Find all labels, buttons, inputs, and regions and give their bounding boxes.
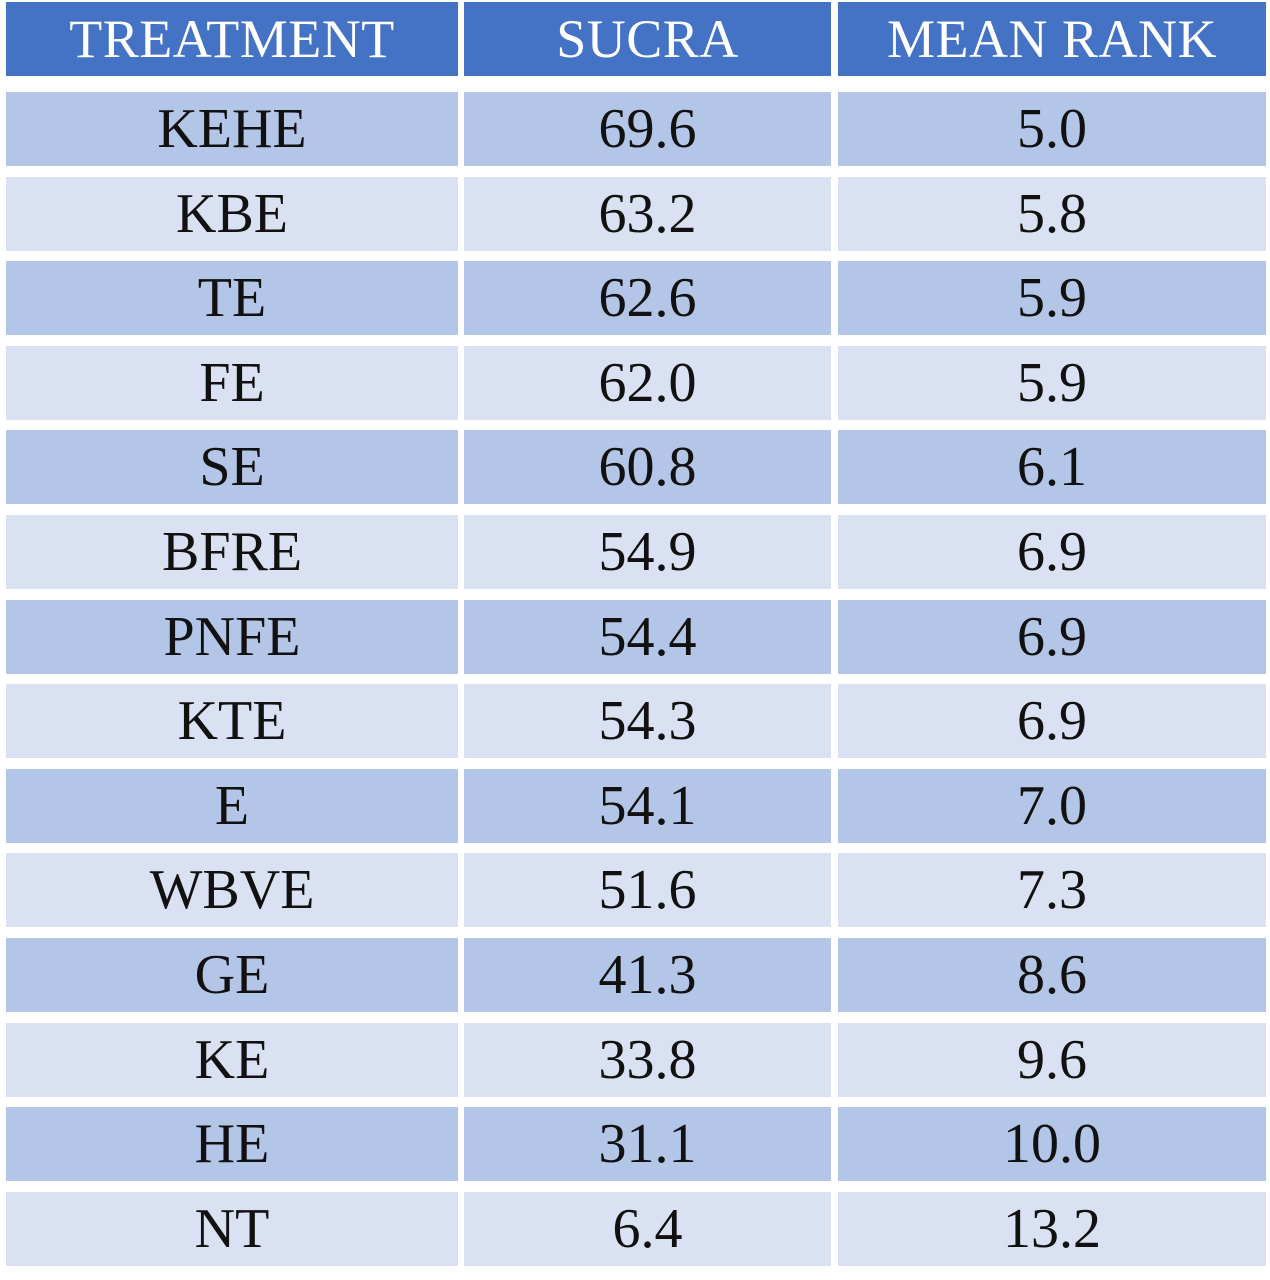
cell-mean-rank: 6.9 [838,600,1266,674]
cell-treatment-text: HE [194,1113,270,1175]
cell-sucra-text: 62.0 [598,352,697,414]
cell-treatment-text: TE [197,267,267,329]
cell-treatment-text: PNFE [163,606,301,668]
header-sucra-text: SUCRA [556,9,739,69]
cell-sucra-text: 54.3 [598,690,697,752]
cell-treatment: KBE [6,177,458,251]
cell-treatment: KTE [6,684,458,758]
cell-sucra: 54.1 [464,769,831,843]
cell-sucra: 60.8 [464,430,831,504]
cell-mean-rank: 7.3 [838,853,1266,927]
cell-mean-rank-text: 5.9 [1017,352,1087,414]
cell-sucra: 69.6 [464,92,831,166]
header-mean-rank: MEAN RANK [838,2,1266,76]
cell-treatment-text: E [214,775,250,837]
cell-mean-rank-text: 10.0 [1003,1113,1101,1175]
cell-sucra-text: 51.6 [598,859,697,921]
cell-mean-rank: 5.0 [838,92,1266,166]
cell-mean-rank-text: 6.9 [1017,521,1087,583]
cell-sucra-text: 69.6 [598,98,697,160]
cell-mean-rank: 8.6 [838,938,1266,1012]
cell-treatment: SE [6,430,458,504]
cell-treatment: PNFE [6,600,458,674]
cell-treatment: HE [6,1107,458,1181]
cell-sucra-text: 62.6 [598,267,697,329]
cell-sucra-text: 33.8 [598,1029,697,1091]
cell-sucra: 6.4 [464,1192,831,1266]
cell-mean-rank: 6.9 [838,515,1266,589]
cell-treatment-text: SE [199,436,265,498]
cell-treatment: FE [6,346,458,420]
cell-mean-rank: 5.9 [838,346,1266,420]
cell-treatment-text: KEHE [157,98,307,160]
cell-treatment-text: GE [194,944,270,1006]
header-treatment: TREATMENT [6,2,458,76]
cell-treatment: NT [6,1192,458,1266]
cell-mean-rank-text: 6.1 [1017,436,1087,498]
cell-treatment-text: WBVE [149,859,315,921]
header-sucra: SUCRA [464,2,831,76]
cell-sucra: 62.6 [464,261,831,335]
cell-treatment: TE [6,261,458,335]
cell-treatment: E [6,769,458,843]
cell-sucra-text: 54.9 [598,521,697,583]
cell-treatment-text: KBE [176,183,288,245]
cell-sucra: 41.3 [464,938,831,1012]
cell-mean-rank-text: 7.3 [1017,859,1087,921]
cell-mean-rank: 7.0 [838,769,1266,843]
cell-treatment-text: KE [194,1029,270,1091]
cell-sucra-text: 54.1 [598,775,697,837]
cell-mean-rank-text: 8.6 [1017,944,1087,1006]
cell-mean-rank: 6.1 [838,430,1266,504]
cell-treatment: KEHE [6,92,458,166]
cell-sucra: 54.3 [464,684,831,758]
cell-treatment: WBVE [6,853,458,927]
cell-sucra-text: 54.4 [598,606,697,668]
cell-treatment-text: KTE [177,690,287,752]
cell-mean-rank-text: 7.0 [1017,775,1087,837]
header-mean-rank-text: MEAN RANK [886,9,1217,69]
cell-mean-rank-text: 13.2 [1003,1198,1101,1260]
cell-sucra: 33.8 [464,1023,831,1097]
cell-treatment-text: BFRE [161,521,303,583]
cell-treatment: BFRE [6,515,458,589]
cell-mean-rank-text: 6.9 [1017,690,1087,752]
cell-sucra: 51.6 [464,853,831,927]
cell-mean-rank-text: 5.8 [1017,183,1087,245]
cell-sucra: 54.9 [464,515,831,589]
cell-mean-rank: 5.9 [838,261,1266,335]
cell-mean-rank: 9.6 [838,1023,1266,1097]
cell-treatment: GE [6,938,458,1012]
cell-treatment-text: NT [194,1198,270,1260]
cell-mean-rank: 13.2 [838,1192,1266,1266]
cell-mean-rank-text: 9.6 [1017,1029,1087,1091]
cell-sucra-text: 6.4 [612,1198,683,1260]
cell-sucra-text: 60.8 [598,436,697,498]
cell-treatment: KE [6,1023,458,1097]
header-treatment-text: TREATMENT [69,9,395,69]
cell-mean-rank-text: 5.0 [1017,98,1087,160]
cell-mean-rank: 5.8 [838,177,1266,251]
cell-sucra: 62.0 [464,346,831,420]
cell-treatment-text: FE [199,352,265,414]
cell-mean-rank-text: 6.9 [1017,606,1087,668]
cell-mean-rank: 6.9 [838,684,1266,758]
cell-sucra-text: 41.3 [598,944,697,1006]
cell-sucra-text: 31.1 [598,1113,697,1175]
cell-sucra-text: 63.2 [598,183,697,245]
cell-sucra: 31.1 [464,1107,831,1181]
cell-sucra: 54.4 [464,600,831,674]
cell-sucra: 63.2 [464,177,831,251]
cell-mean-rank: 10.0 [838,1107,1266,1181]
cell-mean-rank-text: 5.9 [1017,267,1087,329]
